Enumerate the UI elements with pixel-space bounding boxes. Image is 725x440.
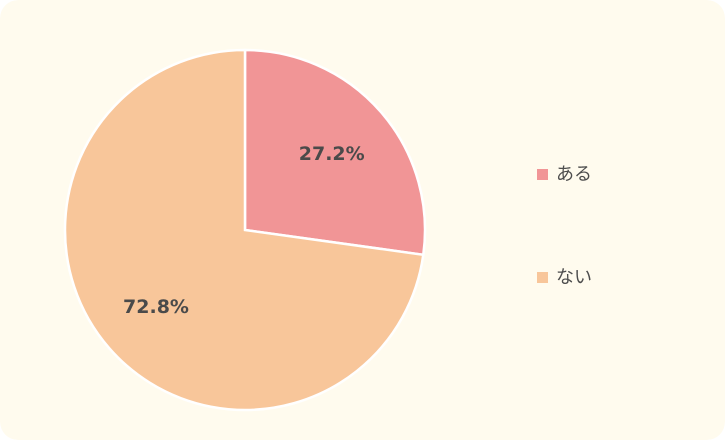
slice-label-1: 72.8% xyxy=(123,296,189,318)
legend-swatch-1 xyxy=(537,272,548,283)
pie-slice-nai xyxy=(63,48,425,412)
pie-slices xyxy=(63,48,427,412)
pie-slice-aru xyxy=(243,48,427,257)
slice-label-0: 27.2% xyxy=(299,143,365,165)
legend-label-0: ある xyxy=(556,164,592,185)
legend-label-1: ない xyxy=(556,267,592,288)
slice-labels: 27.2% 72.8% xyxy=(123,143,365,318)
legend-swatch-0 xyxy=(537,169,548,180)
